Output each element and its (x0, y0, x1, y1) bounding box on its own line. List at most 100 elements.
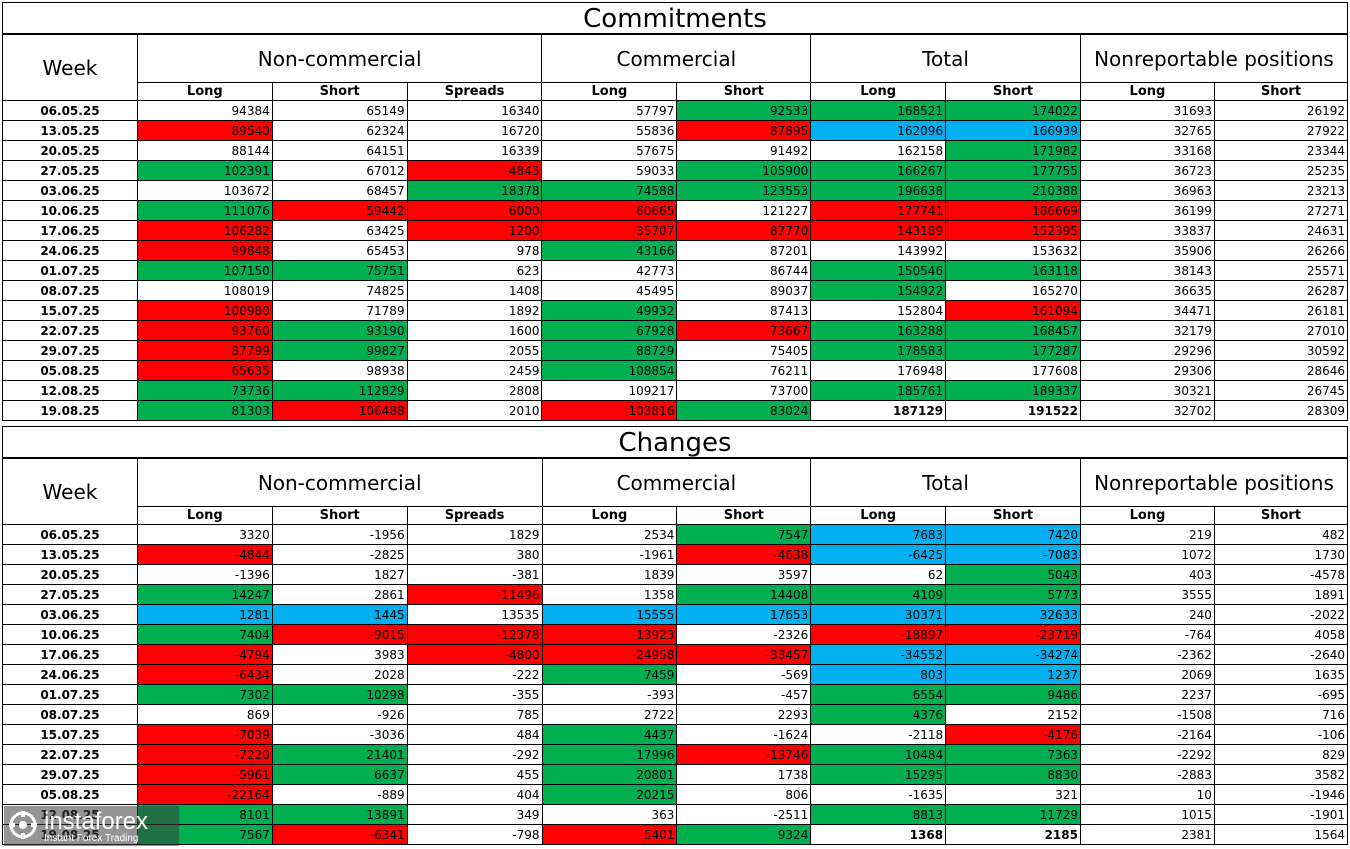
table-row: 15.07.25 100980 71789 1892 49932 87413 152804 1… (2, 300, 1349, 321)
value-cell: 321 (945, 784, 1081, 805)
value-cell: -11496 (406, 584, 543, 605)
value-cell: 15295 (810, 764, 947, 785)
value-cell: 187129 (810, 400, 947, 421)
value-cell: 87895 (676, 120, 812, 141)
table-row: 17.06.25 -4794 3983 -4800 -24958 -33457 -34552… (2, 644, 1349, 665)
value-cell: 16340 (406, 100, 543, 121)
value-cell: 45495 (541, 280, 678, 301)
value-cell: 178583 (810, 340, 947, 361)
value-cell: 5773 (945, 584, 1081, 605)
week-header: Week (2, 34, 138, 101)
value-cell: -4800 (406, 644, 543, 665)
value-cell: 3983 (271, 644, 408, 665)
week-cell: 20.05.25 (2, 564, 138, 585)
value-cell: -1956 (271, 524, 408, 545)
week-cell: 15.07.25 (2, 300, 138, 321)
value-cell: 143189 (810, 220, 947, 241)
table-row: 05.08.25 65635 98938 2459 108854 76211 176948 1… (2, 360, 1349, 381)
value-cell: 4843 (406, 160, 543, 181)
value-cell: 219 (1079, 524, 1215, 545)
table-row: 20.05.25 -1396 1827 -381 1839 3597 62 5043 403 -4… (2, 564, 1349, 585)
value-cell: 103816 (541, 400, 678, 421)
value-cell: 17653 (676, 604, 812, 625)
value-cell: 1738 (676, 764, 812, 785)
value-cell: 163118 (945, 260, 1081, 281)
value-cell: 28309 (1213, 400, 1349, 421)
value-cell: 2293 (676, 704, 812, 725)
value-cell: 7302 (136, 684, 273, 705)
value-cell: 1015 (1079, 804, 1215, 825)
value-cell: 26266 (1213, 240, 1349, 261)
value-cell: 7547 (676, 524, 812, 545)
value-cell: 806 (676, 784, 812, 805)
value-cell: 64151 (271, 140, 408, 161)
value-cell: 29296 (1079, 340, 1215, 361)
table-row: 06.05.25 3320 -1956 1829 2534 7547 7683 7420 219… (2, 524, 1349, 545)
value-cell: 2722 (541, 704, 678, 725)
value-cell: -9015 (271, 624, 408, 645)
value-cell: -4638 (676, 544, 812, 565)
value-cell: 484 (406, 724, 543, 745)
value-cell: 11729 (945, 804, 1081, 825)
value-cell: 13535 (406, 604, 543, 625)
value-cell: -13746 (676, 744, 812, 765)
value-cell: -2022 (1213, 604, 1349, 625)
value-cell: 6000 (406, 200, 543, 221)
table-row: 19.08.257567-6341-798-540193241368218523… (2, 824, 1349, 845)
value-cell: 161094 (945, 300, 1081, 321)
table-row: 01.07.25 107150 75751 623 42773 86744 150546 16… (2, 260, 1349, 281)
value-cell: 174022 (945, 100, 1081, 121)
value-cell: 74588 (541, 180, 678, 201)
commitments-table: Week Non-commercial Commercial Total Non… (2, 34, 1349, 421)
value-cell: 57675 (541, 140, 678, 161)
value-cell: 36199 (1079, 200, 1215, 221)
table-row: 20.05.25 88144 64151 16339 57675 91492 162158 1… (2, 140, 1349, 161)
value-cell: 7363 (945, 744, 1081, 765)
column-header: Short (676, 506, 812, 525)
table-row: 24.06.25 99848 65453 978 43166 87201 143992 153… (2, 240, 1349, 261)
value-cell: 112829 (271, 380, 408, 401)
value-cell: 67928 (541, 320, 678, 341)
value-cell: 10484 (810, 744, 947, 765)
value-cell: 363 (541, 804, 678, 825)
value-cell: -222 (406, 664, 543, 685)
column-header: Short (271, 506, 408, 525)
value-cell: -106 (1213, 724, 1349, 745)
column-header: Spreads (406, 82, 543, 101)
value-cell: 177741 (810, 200, 947, 221)
value-cell: 150546 (810, 260, 947, 281)
value-cell: 16720 (406, 120, 543, 141)
value-cell: -7039 (136, 724, 273, 745)
value-cell: -1624 (676, 724, 812, 745)
value-cell: -381 (406, 564, 543, 585)
week-cell: 06.05.25 (2, 100, 138, 121)
value-cell: 196638 (810, 180, 947, 201)
value-cell: 26745 (1213, 380, 1349, 401)
table-row: 08.07.25 108019 74825 1408 45495 89037 154922 1… (2, 280, 1349, 301)
value-cell: 73667 (676, 320, 812, 341)
value-cell: 38143 (1079, 260, 1215, 281)
value-cell: 75751 (271, 260, 408, 281)
value-cell: -1961 (541, 544, 678, 565)
value-cell: 1891 (1213, 584, 1349, 605)
value-cell: 102391 (136, 160, 273, 181)
value-cell: -569 (676, 664, 812, 685)
table-row: 10.06.25 111076 59442 6000 60665 121227 177741… (2, 200, 1349, 221)
value-cell: 7459 (541, 664, 678, 685)
value-cell: 21401 (271, 744, 408, 765)
value-cell: 152395 (945, 220, 1081, 241)
value-cell: -7220 (136, 744, 273, 765)
value-cell: 166267 (810, 160, 947, 181)
value-cell: 1839 (541, 564, 678, 585)
week-cell: 22.07.25 (2, 320, 138, 341)
value-cell: 109217 (541, 380, 678, 401)
value-cell: 108854 (541, 360, 678, 381)
value-cell: 1730 (1213, 544, 1349, 565)
value-cell: 73736 (136, 380, 273, 401)
value-cell: 23213 (1213, 180, 1349, 201)
value-cell: 154922 (810, 280, 947, 301)
table-row: 05.08.25 -22164 -889 404 20215 806 -1635 321 10-… (2, 784, 1349, 805)
week-cell: 01.07.25 (2, 684, 138, 705)
value-cell: 869 (136, 704, 273, 725)
value-cell: -4176 (945, 724, 1081, 745)
